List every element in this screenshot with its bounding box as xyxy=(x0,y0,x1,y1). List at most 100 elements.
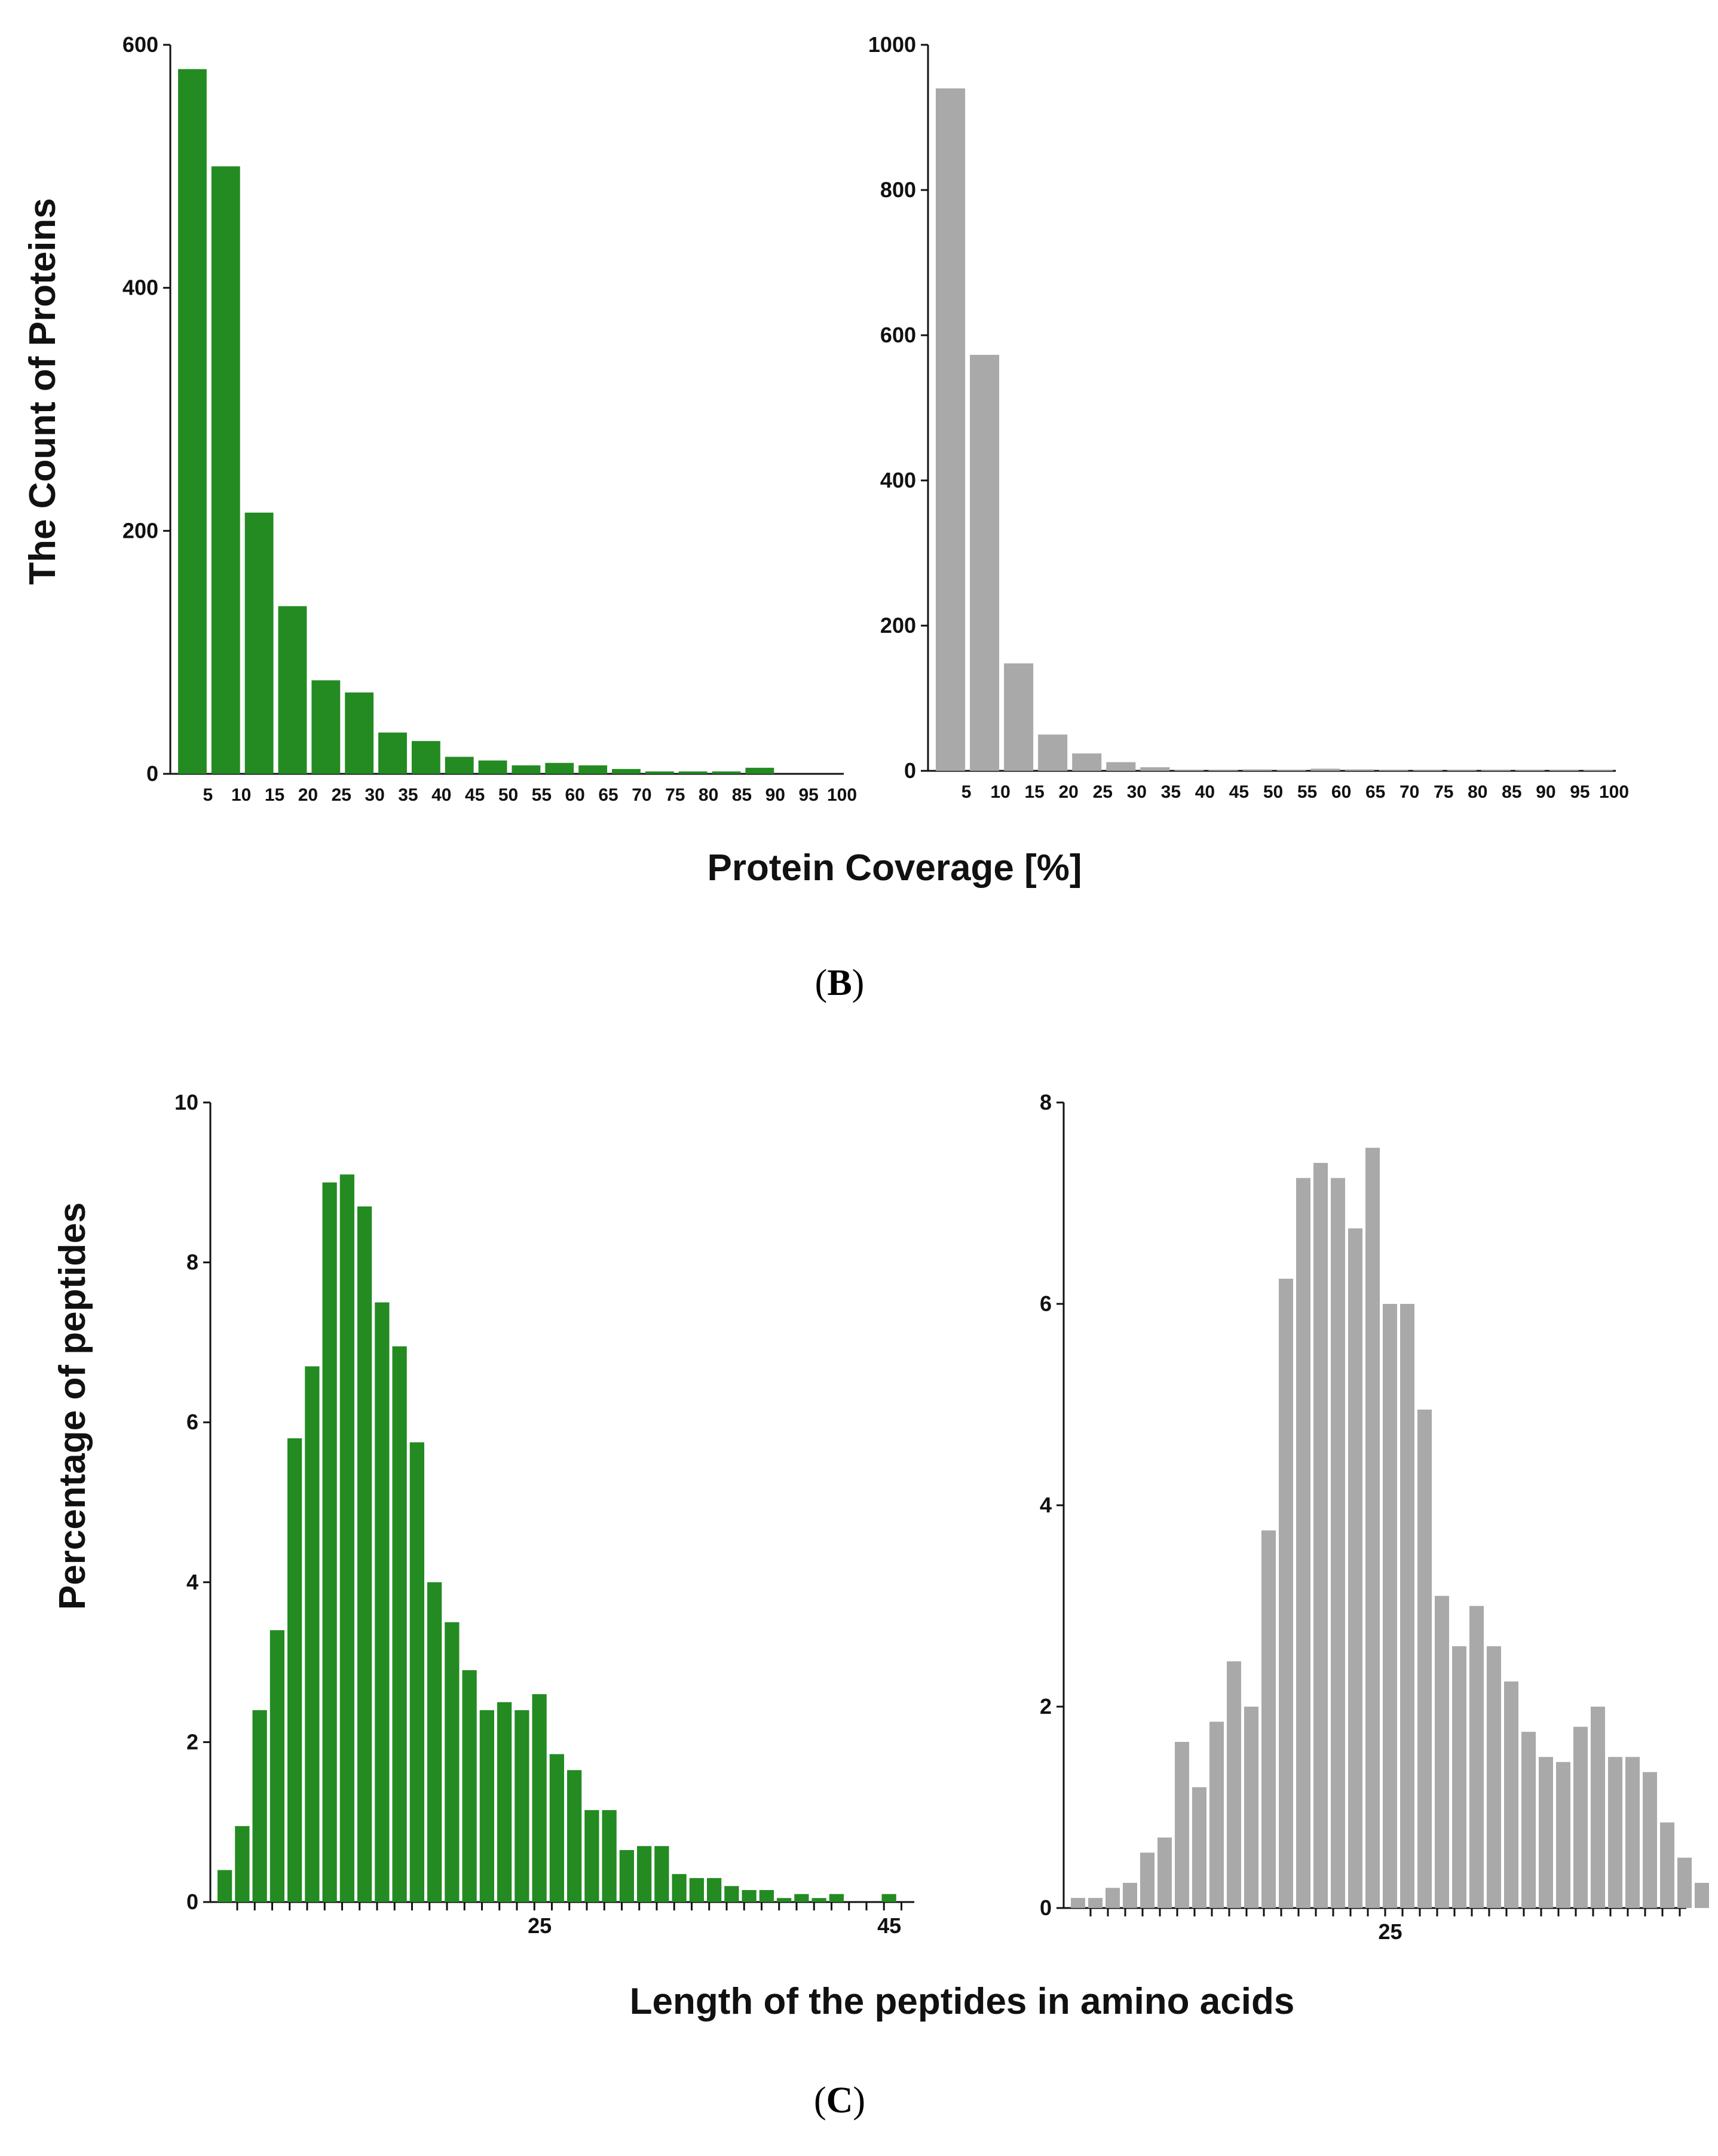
bar-length-31 xyxy=(1487,1646,1501,1908)
bar-90 xyxy=(1515,770,1545,771)
bar-25 xyxy=(1072,753,1102,771)
x-tick-label: 45 xyxy=(877,1913,901,1938)
bar-length-11 xyxy=(287,1438,302,1902)
bar-80 xyxy=(1447,770,1477,771)
bar-40 xyxy=(411,741,440,774)
bar-75 xyxy=(645,771,674,774)
bar-length-36 xyxy=(724,1886,739,1902)
bar-10 xyxy=(970,354,1000,771)
bar-length-39 xyxy=(1625,1757,1640,1908)
y-tick-label: 8 xyxy=(1040,1090,1052,1114)
bar-55 xyxy=(512,765,541,774)
y-tick-label: 4 xyxy=(186,1570,198,1594)
bar-length-21 xyxy=(1313,1163,1328,1908)
y-tick-label: 200 xyxy=(123,518,158,543)
y-tick-label: 200 xyxy=(880,613,916,638)
y-tick-label: 400 xyxy=(123,275,158,300)
bar-length-12 xyxy=(1157,1838,1172,1908)
y-tick-label: 6 xyxy=(186,1410,198,1434)
x-tick-label: 90 xyxy=(765,785,785,805)
bar-length-22 xyxy=(1331,1178,1345,1908)
bar-length-15 xyxy=(1209,1722,1224,1908)
bar-length-7 xyxy=(1071,1898,1085,1908)
x-axis-title-protein-coverage: Protein Coverage [%] xyxy=(707,847,1082,889)
bar-length-31 xyxy=(637,1846,652,1902)
bar-30 xyxy=(1106,762,1136,771)
bar-length-37 xyxy=(742,1889,757,1902)
bar-length-19 xyxy=(427,1582,442,1902)
y-axis-title-peptide-percentage: Percentage of peptides xyxy=(52,1202,93,1610)
x-tick-label: 65 xyxy=(1365,782,1385,802)
chart-peptide-length-grey: 0 2 4 6 8 25 xyxy=(1040,1090,1709,1944)
bar-length-34 xyxy=(689,1878,704,1902)
bar-65 xyxy=(578,765,608,774)
bar-length-23 xyxy=(1348,1228,1362,1908)
bar-length-30 xyxy=(619,1850,634,1902)
bar-length-20 xyxy=(1296,1178,1310,1908)
bar-length-30 xyxy=(1469,1606,1484,1908)
x-tick-label: 55 xyxy=(1297,782,1317,802)
x-tick-label: 55 xyxy=(532,785,552,805)
bar-75 xyxy=(1413,770,1443,771)
bar-length-18 xyxy=(409,1442,424,1902)
x-tick-label: 25 xyxy=(1378,1919,1402,1944)
panel-caption-c: (C) xyxy=(814,2080,865,2121)
bar-length-9 xyxy=(252,1710,267,1902)
x-tick-label: 20 xyxy=(298,785,318,805)
bar-length-34 xyxy=(1539,1757,1553,1908)
y-tick-label: 0 xyxy=(1040,1895,1052,1920)
bar-60 xyxy=(1310,768,1340,771)
bar-length-14 xyxy=(339,1174,354,1902)
bar-45 xyxy=(1208,770,1238,771)
x-tick-label: 45 xyxy=(1229,782,1249,802)
bar-length-29 xyxy=(602,1810,617,1902)
bar-35 xyxy=(1140,767,1170,771)
bar-length-16 xyxy=(375,1302,390,1902)
x-tick-label: 35 xyxy=(1161,782,1181,802)
bar-40 xyxy=(1174,770,1204,771)
y-tick-label: 10 xyxy=(174,1090,198,1114)
x-tick-label: 25 xyxy=(528,1913,552,1938)
x-tick-label: 100 xyxy=(1599,782,1629,802)
bar-90 xyxy=(745,767,774,774)
bar-60 xyxy=(545,762,574,774)
bar-85 xyxy=(1481,770,1511,771)
x-tick-label: 45 xyxy=(465,785,485,805)
bar-length-25 xyxy=(1383,1304,1397,1908)
y-axis-title-protein-count: The Count of Proteins xyxy=(22,198,63,585)
bar-length-9 xyxy=(1105,1888,1120,1908)
x-tick-label: 20 xyxy=(1059,782,1079,802)
bar-length-15 xyxy=(357,1206,372,1902)
bar-length-13 xyxy=(1175,1741,1189,1908)
bar-length-12 xyxy=(305,1366,320,1902)
bar-length-32 xyxy=(654,1846,669,1902)
bar-length-38 xyxy=(1608,1757,1622,1908)
chart-protein-coverage-green: 0 200 400 600 5 10 15 20 25 30 35 40 45 50 55 60 65 70 75 8… xyxy=(123,32,857,805)
bar-95 xyxy=(1549,770,1579,771)
panel-caption-b: (B) xyxy=(815,963,865,1003)
bar-65 xyxy=(1345,769,1374,771)
bar-length-38 xyxy=(759,1889,774,1902)
bar-length-18 xyxy=(1261,1530,1276,1908)
x-tick-label: 40 xyxy=(431,785,451,805)
y-tick-label: 1000 xyxy=(868,32,916,57)
bar-5 xyxy=(178,69,207,774)
x-tick-label: 80 xyxy=(699,785,718,805)
x-tick-label: 50 xyxy=(1263,782,1283,802)
y-tick-label: 800 xyxy=(880,177,916,202)
x-tick-label: 90 xyxy=(1536,782,1555,802)
x-tick-label: 35 xyxy=(398,785,418,805)
bar-100 xyxy=(1583,770,1613,771)
bar-length-21 xyxy=(462,1670,477,1902)
bar-15 xyxy=(1004,663,1034,771)
bar-length-35 xyxy=(1556,1762,1570,1908)
bar-length-37 xyxy=(1591,1707,1605,1908)
x-tick-label: 30 xyxy=(1127,782,1147,802)
y-tick-label: 600 xyxy=(880,323,916,347)
bar-length-28 xyxy=(1435,1595,1449,1908)
x-tick-label: 50 xyxy=(498,785,518,805)
bar-length-43 xyxy=(1695,1882,1709,1908)
bar-length-24 xyxy=(515,1710,529,1902)
bar-length-10 xyxy=(270,1630,284,1902)
x-tick-label: 10 xyxy=(990,782,1010,802)
